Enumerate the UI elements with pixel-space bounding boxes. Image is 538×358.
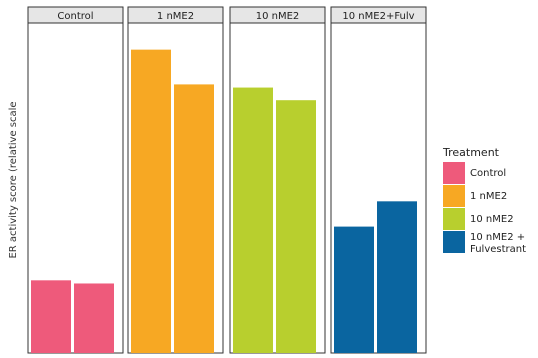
- facet-strip-label: 10 nME2+Fulv: [342, 11, 414, 22]
- bar: [276, 100, 316, 353]
- facet-panels: Control 1 nME2 10 nME2 10 nME2+Fulv: [27, 6, 427, 354]
- legend-swatch: [443, 162, 465, 184]
- bar: [131, 49, 171, 353]
- legend-label: 10 nME2: [470, 214, 514, 225]
- legend-label: 10 nME2 +: [470, 232, 525, 243]
- facet-panel: Control: [27, 6, 124, 354]
- legend-label: Control: [470, 168, 506, 179]
- y-axis-label: ER activity score (relative scale: [8, 101, 19, 258]
- legend-label-line2: Fulvestrant: [470, 244, 526, 255]
- legend-title: Treatment: [442, 146, 500, 159]
- bar: [233, 87, 273, 353]
- facet-strip-label: Control: [57, 11, 93, 22]
- facet-panel: 1 nME2: [127, 6, 224, 354]
- facet-strip-label: 10 nME2: [256, 11, 300, 22]
- legend-swatch: [443, 208, 465, 230]
- bar: [334, 226, 374, 353]
- bar: [174, 84, 214, 354]
- facet-panel: 10 nME2+Fulv: [330, 6, 427, 354]
- legend: Treatment Control 1 nME2 10 nME2 10 nME2 +F…: [442, 146, 526, 255]
- facet-panel: 10 nME2: [229, 6, 326, 354]
- legend-swatch: [443, 185, 465, 207]
- bar: [31, 280, 71, 353]
- legend-items: Control 1 nME2 10 nME2 10 nME2 +Fulvestrant: [443, 162, 526, 255]
- bar: [377, 201, 417, 353]
- bar: [74, 283, 114, 353]
- facet-strip-label: 1 nME2: [157, 11, 194, 22]
- legend-swatch: [443, 231, 465, 253]
- legend-label: 1 nME2: [470, 191, 507, 202]
